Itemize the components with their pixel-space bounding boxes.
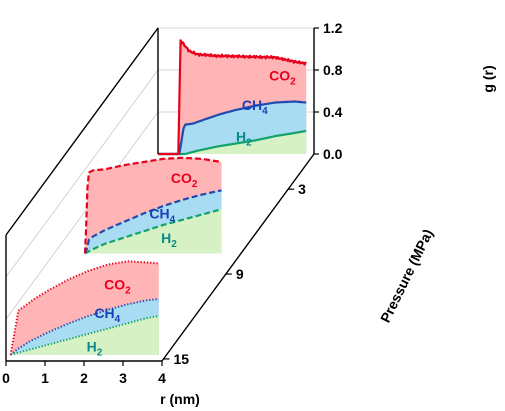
label-h2-base: H: [236, 128, 246, 144]
x-tick-label-1: 1: [41, 370, 49, 386]
top-left-edge: [5, 27, 159, 236]
gridline-side-0: [5, 111, 159, 320]
area-h2-3: [158, 130, 307, 154]
y-tick-label-0: 0.0: [323, 146, 343, 162]
curve-h2-15: [10, 314, 160, 356]
area-h2-15: [10, 315, 159, 355]
label-h2-9: H2: [161, 230, 177, 250]
label-co2-subscript: 2: [290, 77, 296, 88]
label-co2-base: CO: [171, 170, 192, 186]
z-tick-label-0: 3: [298, 181, 306, 197]
curve-ch4-15: [9, 298, 159, 356]
curve-ch4-3: [157, 100, 307, 156]
label-ch4-subscript: 4: [262, 106, 268, 117]
z-axis-line: [161, 153, 315, 362]
label-ch4-base: CH: [242, 97, 262, 113]
label-co2-base: CO: [104, 277, 125, 293]
x-axis-label: r (nm): [160, 391, 200, 407]
label-co2-subscript: 2: [125, 286, 131, 297]
label-co2-subscript: 2: [192, 179, 198, 190]
y-tick-label-2: 0.8: [323, 62, 343, 78]
label-h2-subscript: 2: [171, 239, 177, 250]
label-co2-base: CO: [269, 68, 290, 84]
label-co2-15: CO2: [104, 277, 131, 297]
label-ch4-subscript: 4: [170, 215, 176, 226]
x-tick-label-2: 2: [80, 370, 88, 386]
z-tick-label-1: 9: [236, 266, 244, 282]
z-axis-label: Pressure (MPa): [377, 226, 436, 325]
curve-h2-9: [84, 208, 222, 255]
axes-frame: [5, 27, 315, 362]
label-h2-base: H: [161, 230, 171, 246]
label-h2-subscript: 2: [246, 137, 252, 148]
x-tick-label-0: 0: [2, 370, 10, 386]
x-tick-label-4: 4: [158, 370, 166, 386]
curve-h2-3: [157, 129, 307, 156]
z-tick-label-2: 15: [174, 351, 190, 367]
gridline-side-1: [5, 69, 159, 278]
label-h2-base: H: [87, 339, 97, 355]
label-ch4-3: CH4: [242, 97, 268, 117]
label-ch4-base: CH: [94, 305, 114, 321]
y-axis-label: g (r): [480, 65, 496, 92]
x-tick-label-3: 3: [119, 370, 127, 386]
label-co2-9: CO2: [171, 170, 198, 190]
curve-co2-9: [83, 156, 222, 254]
y-tick-label-3: 1.2: [323, 20, 343, 36]
label-ch4-15: CH4: [94, 305, 120, 325]
y-tick-label-1: 0.4: [323, 104, 343, 120]
curve-co2-15: [9, 260, 159, 355]
label-ch4-subscript: 4: [115, 314, 121, 325]
label-h2-3: H2: [236, 128, 252, 148]
label-h2-15: H2: [87, 339, 103, 359]
label-h2-subscript: 2: [97, 348, 103, 359]
tick-labels: 0.0 0.4 0.8 1.2 0 1 2 3 4 3 9 15: [2, 20, 343, 386]
area-h2-9: [85, 209, 222, 254]
curve-co2-3: [157, 39, 307, 156]
label-ch4-9: CH4: [149, 206, 175, 226]
curve-ch4-9: [83, 189, 222, 254]
label-co2-3: CO2: [269, 68, 296, 88]
label-ch4-base: CH: [149, 206, 169, 222]
